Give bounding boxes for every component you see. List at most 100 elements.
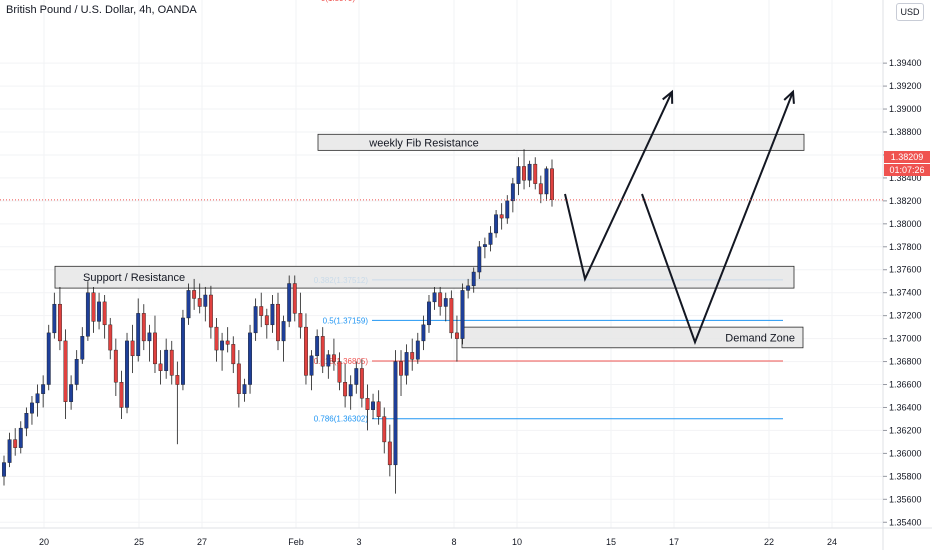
price-tick-label: 1.36400 [889, 402, 922, 412]
candle-body [359, 368, 364, 399]
candle-body [57, 303, 62, 342]
price-tick-label: 1.35600 [889, 494, 922, 504]
last-price-tag: 1.38209 [884, 151, 930, 163]
candle-body [522, 166, 526, 181]
candle-body [214, 326, 219, 351]
price-tick-label: 1.35400 [889, 517, 922, 527]
candle-body [404, 352, 409, 376]
projection-path[interactable] [641, 91, 794, 345]
price-axis[interactable]: 1.35400 1.35600 1.35800 1.36000 1.36200 1.364… [883, 58, 922, 527]
candle-body [97, 301, 101, 322]
candle-body [326, 354, 331, 367]
candle-body [52, 303, 57, 334]
candle-body [477, 246, 482, 273]
candle-body [550, 168, 554, 200]
candle-body [7, 439, 12, 463]
time-tick-label: 17 [669, 537, 679, 547]
candle-body [466, 285, 471, 291]
candle-body [30, 402, 34, 414]
price-tick-label: 1.36600 [889, 380, 922, 390]
candle-body [287, 283, 292, 322]
candle-body [538, 183, 543, 195]
candle-body [354, 368, 359, 385]
price-tick-label: 1.39200 [889, 81, 922, 91]
candle-body [63, 340, 68, 402]
candle-body [371, 401, 375, 410]
candle-body [399, 361, 403, 376]
time-tick-label: 8 [451, 537, 456, 547]
price-tick-label: 1.38200 [889, 196, 922, 206]
candle-body [136, 313, 141, 357]
candle-body [304, 326, 308, 376]
projection-arrowhead [662, 89, 674, 104]
candle-body [164, 349, 169, 371]
chart-title: British Pound / U.S. Dollar, 4h, OANDA [6, 4, 197, 16]
price-tick-label: 1.36000 [889, 448, 922, 458]
countdown-tag: 01:07:26 [884, 164, 930, 176]
candle-body [153, 332, 157, 365]
candle-body [192, 290, 197, 299]
candle-body [2, 462, 6, 477]
candle-body [242, 384, 247, 394]
fib-level-label: 0.786(1.36302) [314, 415, 369, 424]
candle-body [158, 363, 163, 371]
candle-body [197, 298, 202, 307]
price-tick-label: 1.37800 [889, 242, 922, 252]
candle-body [119, 382, 124, 408]
zones[interactable]: weekly Fib Resistance Support / Resistanc… [54, 133, 805, 349]
time-tick-label: 15 [606, 537, 616, 547]
candle-body [281, 321, 286, 342]
candle-body [186, 290, 191, 319]
candle-body [298, 313, 303, 328]
candle-body [13, 439, 18, 448]
candle-body [248, 332, 252, 385]
candle-body [270, 303, 275, 326]
projections[interactable] [564, 89, 795, 345]
candle-body [516, 166, 521, 184]
candle-body [410, 352, 415, 360]
candle-body [69, 384, 74, 402]
candle-body [309, 355, 314, 376]
price-tick-label: 1.37400 [889, 288, 922, 298]
candle-body [236, 363, 241, 394]
candle-body [382, 416, 387, 443]
price-tick-label: 1.38400 [889, 173, 922, 183]
time-axis[interactable]: 20 25 27 Feb 3 8 10 15 17 22 24 [39, 537, 837, 547]
zone-rect[interactable] [317, 133, 805, 151]
candle-body [91, 292, 96, 322]
candle-body [220, 340, 225, 351]
candle-body [376, 401, 381, 417]
price-tick-label: 1.38800 [889, 127, 922, 137]
candle-body [169, 349, 174, 376]
candle-body [315, 336, 320, 357]
candle-body [147, 332, 152, 342]
projection-path[interactable] [564, 91, 673, 282]
candle-body [387, 441, 392, 466]
currency-button[interactable]: USD [896, 3, 924, 21]
candle-body [499, 214, 504, 219]
time-tick-label: 20 [39, 537, 49, 547]
candle-body [488, 232, 493, 245]
candle-body [343, 382, 348, 397]
candle-body [415, 340, 420, 360]
zone-rect[interactable] [54, 265, 795, 289]
zone-label: Support / Resistance [83, 272, 185, 284]
candle-body [264, 315, 269, 326]
candle-body [510, 183, 515, 202]
candle-body [85, 292, 90, 337]
candle-body [455, 332, 459, 339]
candle-body [443, 298, 448, 307]
price-tick-label: 1.39400 [889, 58, 922, 68]
candle-body [24, 413, 29, 429]
time-tick-label: Feb [288, 537, 304, 547]
price-tick-label: 1.37000 [889, 334, 922, 344]
time-tick-label: 25 [134, 537, 144, 547]
candle-body [348, 384, 353, 397]
zone-label: Demand Zone [725, 332, 795, 344]
candle-body [432, 292, 437, 303]
candle-body [259, 306, 264, 316]
candle-body [141, 313, 146, 342]
candle-body [225, 340, 230, 345]
time-tick-label: 22 [764, 537, 774, 547]
